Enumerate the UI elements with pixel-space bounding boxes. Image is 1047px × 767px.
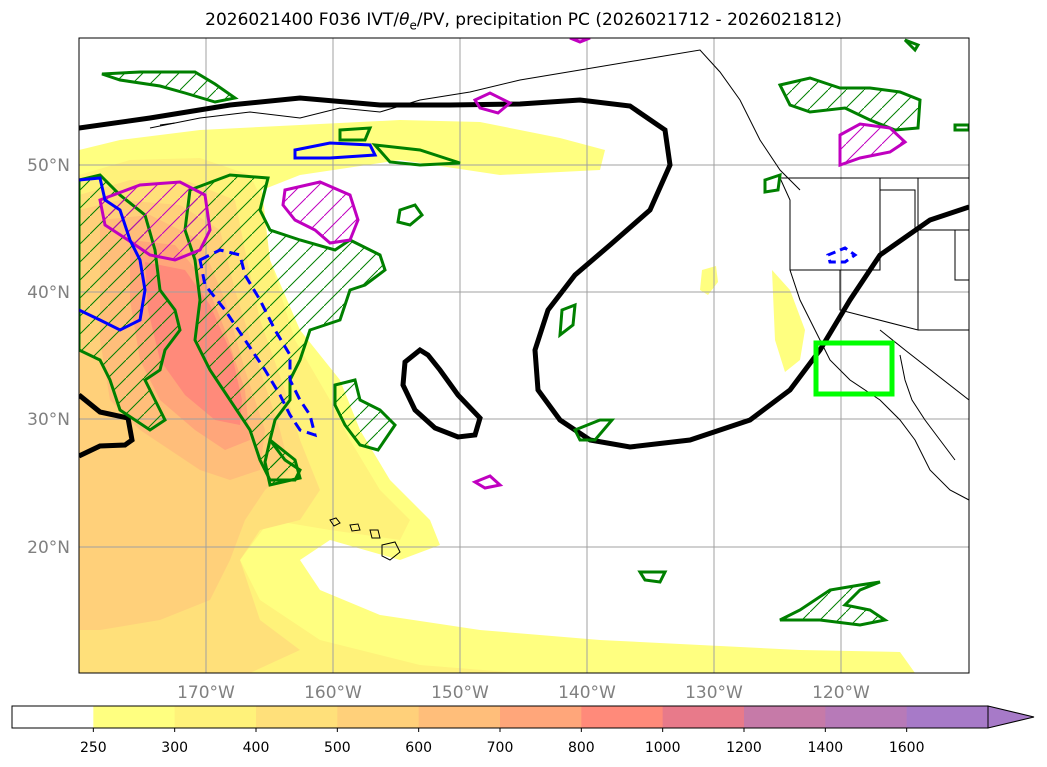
state-borders [790,178,969,401]
pv-green-region-mid [333,378,397,452]
colorbar-swatch [744,706,826,728]
hawaii-islands [329,517,401,561]
pv-green-region-south [779,580,889,627]
pv-magenta-small-2 [471,474,504,490]
colorbar-level-label: 600 [405,740,432,756]
pv-magenta-contours [98,38,908,490]
baja-california [899,354,956,461]
pv-green-region-bottom [263,437,302,487]
theta-e-closed-contour [400,346,483,440]
colorbar-level-label: 1000 [645,740,681,756]
lat-label-40: 40°N [27,283,70,303]
pv-green-region-ne [777,76,922,132]
colorbar-level-label: 500 [324,740,351,756]
pv-blue-solid-north [293,141,378,160]
pv-blue-dashed-east [826,246,858,264]
pv-green-small-5 [572,418,616,442]
colorbar-level-label: 800 [568,740,595,756]
theta-e-main-contour [79,95,969,450]
lon-label-130w: 130°W [685,683,743,703]
ivt-250-band [79,120,915,673]
pv-green-contours [79,38,969,627]
lon-label-170w: 170°W [177,683,235,703]
map-frame [78,37,970,674]
pv-magenta-region-west [98,180,212,262]
colorbar-swatch [12,706,94,728]
pv-green-small-4 [558,302,577,339]
lat-label-20: 20°N [27,538,70,558]
pv-green-small-9 [953,123,969,132]
lat-label-50: 50°N [27,156,70,176]
colorbar-level-label: 1200 [726,740,762,756]
pv-magenta-region-ne [838,122,908,168]
pv-magenta-region-central [281,180,360,245]
ivt-coast-band [772,270,805,372]
colorbar-level-label: 300 [161,740,188,756]
title-suffix: /PV, precipitation PC (2026021712 - 2026… [416,10,842,30]
colorbar-extend-arrow [987,705,1035,729]
alaska-coast [149,49,801,191]
colorbar-swatch [906,706,989,728]
title-prefix: 2026021400 F036 IVT/ [205,10,400,30]
colorbar-swatch [174,706,257,728]
colorbar-swatch [418,706,501,728]
lon-label-140w: 140°W [558,683,616,703]
colorbar-level-label: 250 [80,740,107,756]
pv-blue-contours [79,141,858,438]
west-coast [779,177,969,501]
colorbar-swatch [825,706,908,728]
colorbar-swatch [256,706,338,728]
focus-region-box [813,340,895,397]
pv-green-small-7 [763,172,782,194]
latitude-labels: 20°N 30°N 40°N 50°N [27,156,70,558]
colorbar-swatch [500,706,582,728]
pv-green-small-3 [396,203,425,227]
map-layers [79,38,969,673]
theta-e-contours [79,95,969,459]
colorbar-level-label: 700 [487,740,514,756]
colorbar: 250 300 400 500 600 700 800 1000 1200 1400 1600 [11,705,1035,756]
lon-label-120w: 120°W [812,683,870,703]
lon-label-150w: 150°W [431,683,489,703]
lon-label-160w: 160°W [304,683,362,703]
lat-label-30: 30°N [27,410,70,430]
pv-magenta-small-3 [569,38,591,44]
colorbar-swatch [337,706,420,728]
colorbar-swatch [662,706,745,728]
colorbar-swatch [581,706,664,728]
pv-green-small-8 [903,38,921,53]
pv-green-small-2 [371,143,461,167]
pv-blue-solid-west [79,176,147,332]
title-theta-subscript: e [409,18,417,33]
pv-magenta-small-1 [472,91,513,115]
pv-green-small-6 [637,570,668,584]
title-theta-symbol: θ [399,10,410,30]
pv-green-region-central [183,173,387,482]
colorbar-swatch [93,706,176,728]
theta-e-west-contour [79,393,135,459]
pv-green-small-1 [338,126,373,142]
pv-green-region-north [101,70,239,104]
colorbar-level-label: 1400 [808,740,844,756]
longitude-labels: 170°W 160°W 150°W 140°W 130°W 120°W [177,683,870,703]
colorbar-level-label: 1600 [889,740,925,756]
colorbar-level-label: 400 [243,740,270,756]
map-title: 2026021400 F036 IVT/θe/PV, precipitation… [0,10,1047,32]
